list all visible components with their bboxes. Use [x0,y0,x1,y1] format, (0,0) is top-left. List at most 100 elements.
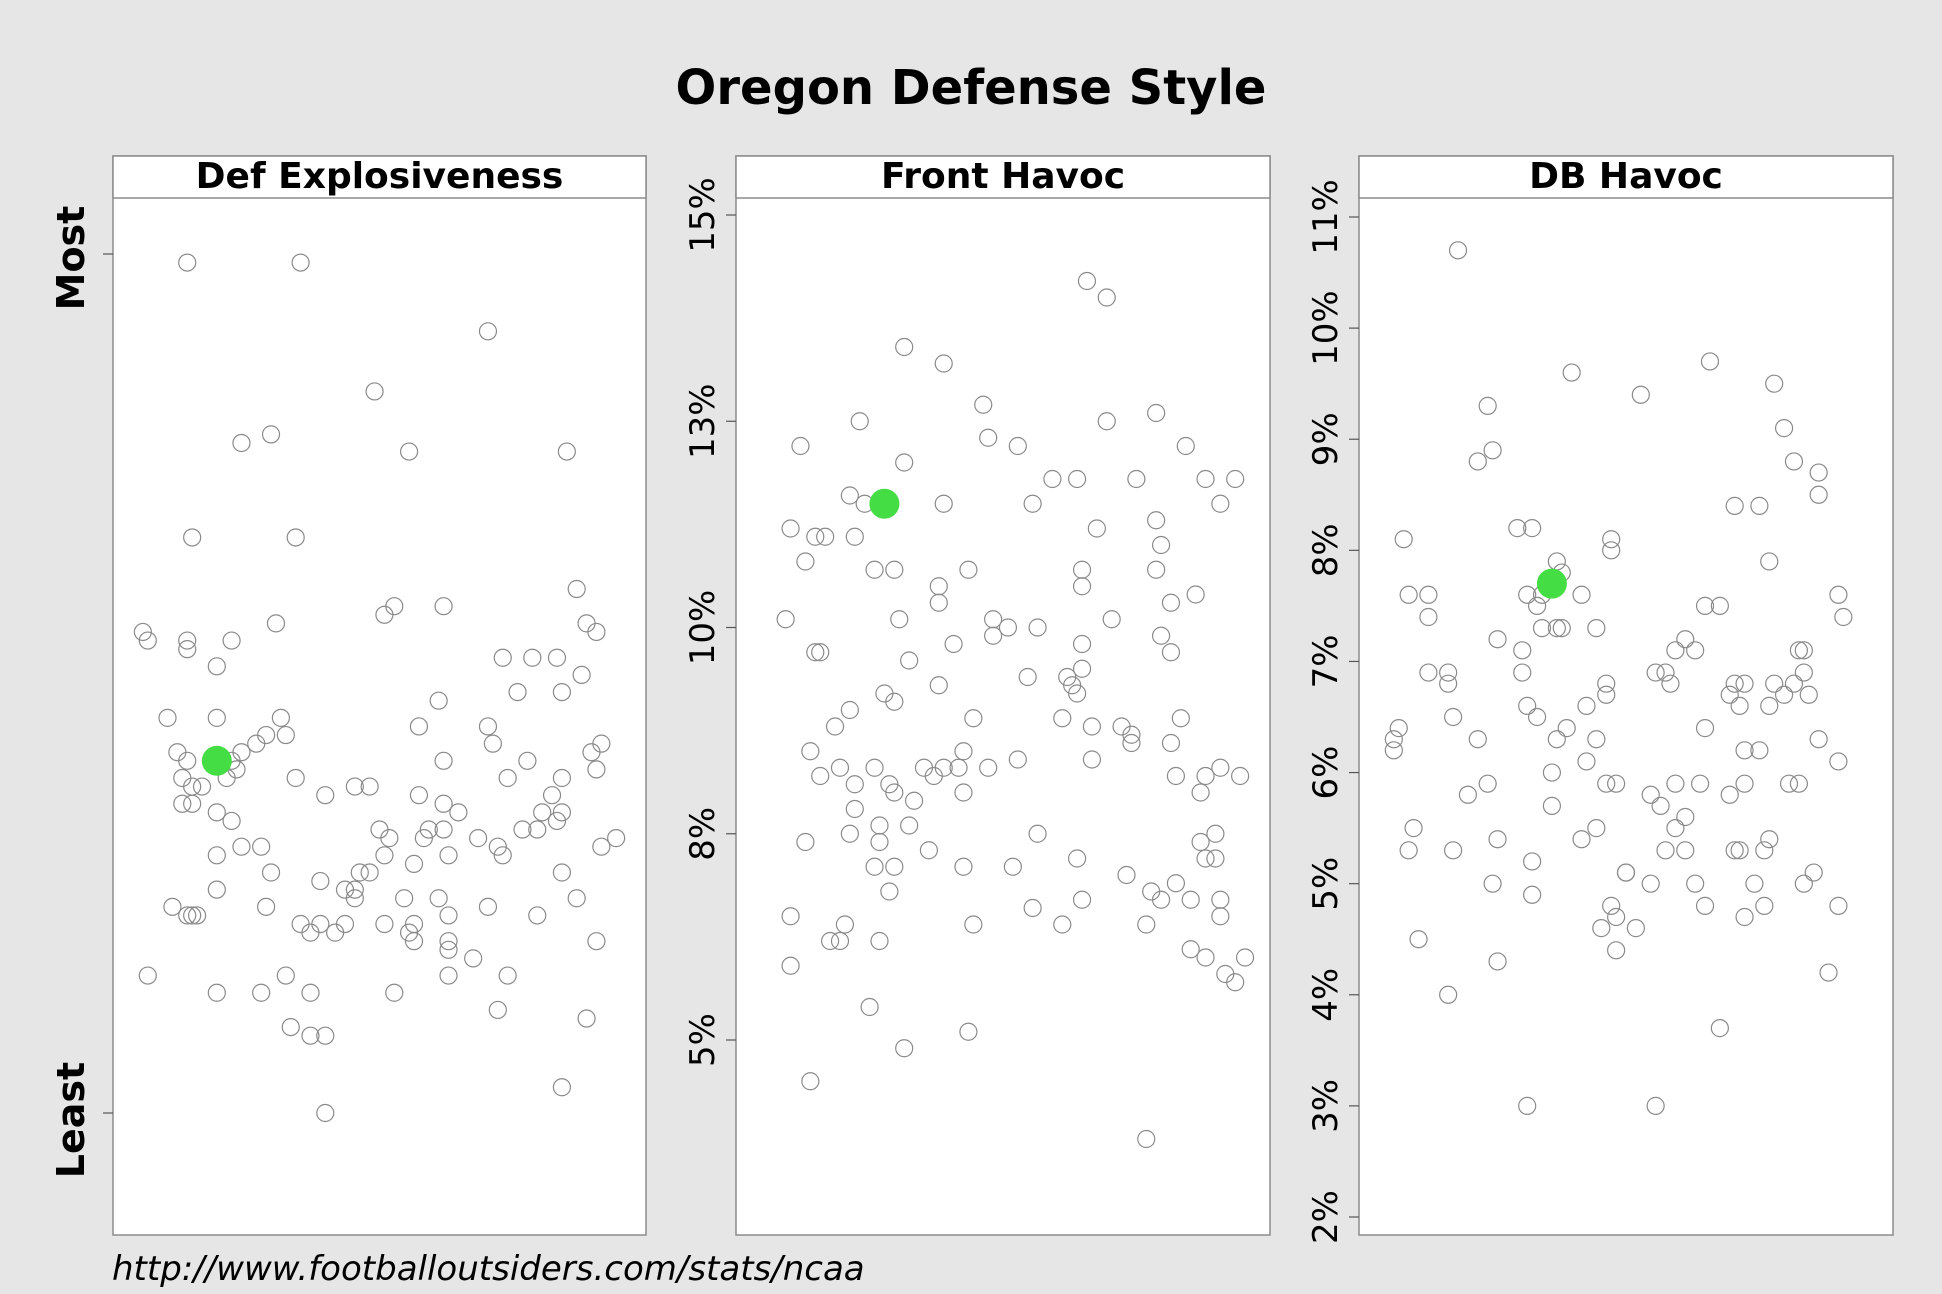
data-point [1003,857,1022,876]
data-point [1597,685,1616,704]
data-point [845,527,864,546]
data-point [1725,674,1744,693]
data-point [1067,849,1087,868]
data-point [1700,352,1720,371]
data-point [1161,643,1181,662]
y-tick-label: 5% [1306,857,1346,911]
data-point [840,824,859,843]
data-point [207,846,226,865]
data-point [1439,663,1458,682]
data-point [1587,730,1606,749]
data-point [984,626,1003,645]
data-point [1527,596,1547,615]
data-point [587,932,606,951]
data-point [885,692,904,711]
data-point [1730,696,1749,715]
data-point [552,863,572,882]
highlight-point-oregon [869,488,900,519]
data-point [1419,663,1438,682]
data-point [934,494,953,513]
data-point [1488,952,1507,971]
data-point [1087,519,1106,538]
data-point [257,897,276,916]
data-point [1518,585,1537,604]
data-point [345,889,364,908]
data-point [133,622,152,642]
data-point [1072,577,1092,596]
data-point [434,820,453,839]
data-point [207,803,226,822]
data-point [533,803,552,822]
data-point [895,453,914,472]
panel-title: Front Havoc [881,156,1125,197]
data-point [552,803,572,822]
data-point [1597,674,1616,693]
plot-area [112,155,647,1236]
data-point [880,882,899,901]
data-point [577,1009,596,1028]
panel-2: Front Havoc 5% 8% 10% 13% 15% [683,155,1271,1236]
y-label-top: Most [49,206,93,311]
data-point [1137,915,1156,934]
data-point [1077,271,1097,291]
data-point [449,803,468,822]
data-point [1053,915,1072,934]
data-point [885,857,904,876]
data-point [1137,1129,1156,1149]
data-point [929,593,948,612]
data-point [1478,396,1497,415]
data-point [434,597,453,616]
y-label-bottom: Least [49,1062,93,1178]
data-point [1829,752,1848,771]
data-point [286,528,305,547]
data-point [1577,752,1596,771]
data-point [845,775,864,794]
data-point [1161,593,1181,612]
data-point [1607,907,1626,927]
y-tick-label: 3% [1306,1079,1346,1133]
data-point [183,794,202,813]
data-point [1053,709,1072,728]
data-point [1587,619,1606,638]
source-url[interactable]: http://www.footballoutsiders.com/stats/n… [112,1249,865,1289]
data-point [865,560,884,579]
data-point [1018,667,1037,687]
data-point [1206,824,1225,843]
data-point [1646,663,1665,682]
data-point [835,915,855,934]
data-point [1720,785,1739,804]
data-point [1508,519,1527,538]
data-point [825,717,845,736]
data-point [552,768,572,788]
data-point [1181,940,1200,959]
data-point [840,700,859,720]
data-point [404,854,424,873]
panel-header [1358,155,1894,199]
data-point [1409,930,1428,949]
data-point [399,442,419,461]
data-point [1834,607,1853,627]
data-point [572,665,591,685]
data-point [1171,709,1190,728]
data-point [1809,730,1828,749]
data-point [1196,469,1215,489]
data-point [1592,919,1611,938]
data-point [1829,896,1848,915]
data-point [954,742,973,761]
data-point [1404,819,1423,838]
data-point [1008,750,1027,769]
data-point [350,863,369,882]
data-point [1518,696,1537,715]
data-point [979,758,998,777]
data-point [845,799,864,819]
panel-header [112,155,647,199]
data-point [567,579,586,599]
data-point [1443,841,1463,860]
data-point [860,997,879,1017]
data-point [1750,741,1769,760]
data-point [439,906,458,925]
data-point [1142,882,1161,901]
data-point [1666,641,1685,660]
data-point [1784,452,1804,471]
data-point [1384,730,1403,749]
